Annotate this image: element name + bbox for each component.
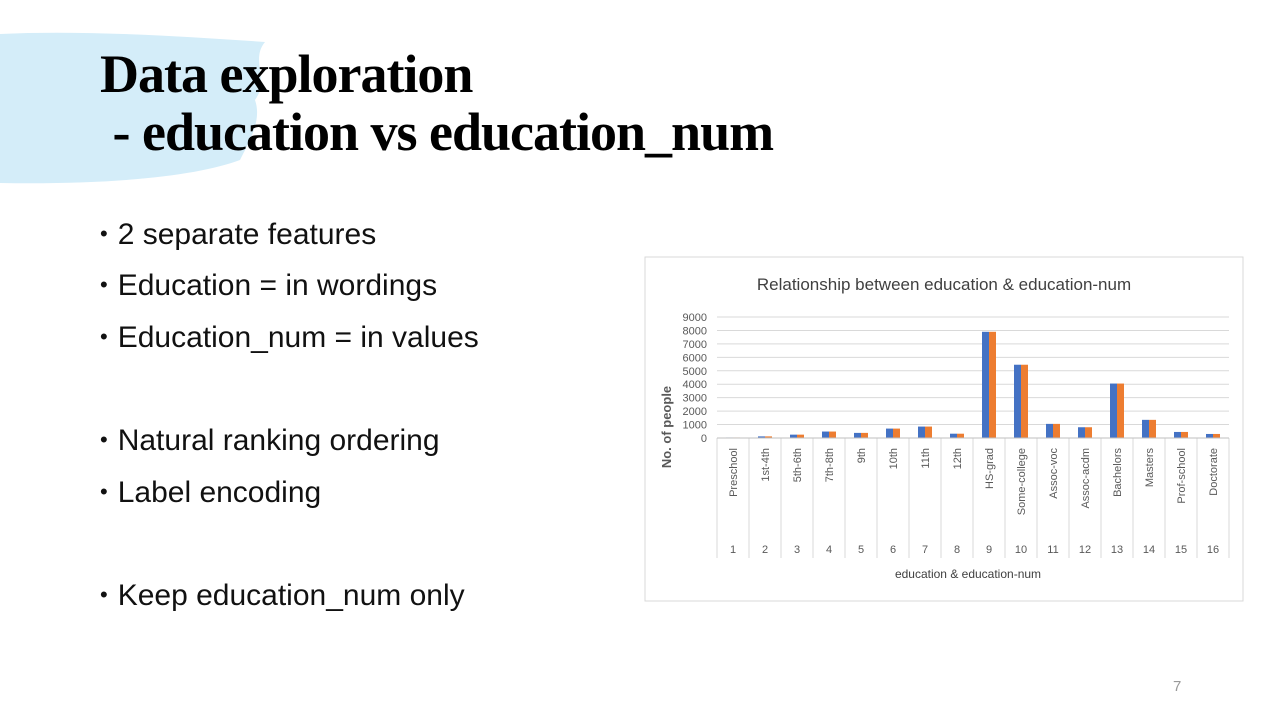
bar	[918, 426, 925, 438]
y-tick-label: 8000	[683, 325, 707, 337]
x-tick-number: 6	[890, 544, 896, 556]
bar	[893, 428, 900, 438]
bar	[829, 431, 836, 438]
bar	[822, 431, 829, 438]
y-axis-label: No. of people	[659, 386, 674, 468]
bar	[861, 432, 868, 438]
x-tick-number: 3	[794, 544, 800, 556]
bar	[1085, 427, 1092, 438]
x-axis-label: education & education-num	[895, 567, 1041, 581]
bar	[797, 434, 804, 438]
bar	[765, 436, 772, 438]
bar	[758, 436, 765, 438]
x-tick-label: 1st-4th	[760, 448, 772, 482]
x-tick-number: 11	[1047, 544, 1058, 556]
bullet: Education_num = in values	[100, 321, 479, 355]
bar	[886, 428, 893, 438]
x-tick-label: Preschool	[728, 448, 740, 497]
x-tick-number: 7	[922, 544, 928, 556]
y-tick-label: 5000	[683, 366, 707, 378]
x-tick-label: 12th	[952, 448, 964, 469]
x-tick-label: Assoc-acdm	[1080, 448, 1092, 509]
x-tick-number: 10	[1015, 544, 1027, 556]
x-tick-number: 5	[858, 544, 864, 556]
y-tick-label: 0	[701, 433, 707, 445]
bar	[950, 433, 957, 438]
bullet: Keep education_num only	[100, 579, 465, 613]
bar	[1053, 423, 1060, 438]
bar	[1110, 383, 1117, 438]
chart: Relationship between education & educati…	[659, 275, 1230, 581]
brush-shape	[0, 32, 265, 184]
y-tick-label: 3000	[683, 393, 707, 405]
x-tick-number: 4	[826, 544, 832, 556]
x-tick-label: Masters	[1144, 448, 1156, 488]
bar	[989, 331, 996, 438]
bar	[1181, 431, 1188, 438]
bar	[1142, 419, 1149, 438]
x-tick-label: HS-grad	[984, 448, 996, 489]
x-tick-number: 13	[1111, 544, 1123, 556]
y-tick-label: 2000	[683, 406, 707, 418]
x-tick-label: 9th	[856, 448, 868, 463]
bullet: 2 separate features	[100, 218, 377, 252]
x-tick-number: 12	[1079, 544, 1091, 556]
x-tick-label: Prof-school	[1176, 448, 1188, 504]
title-line: Data exploration	[100, 44, 473, 104]
x-tick-label: 11th	[920, 448, 932, 469]
x-tick-label: Doctorate	[1208, 448, 1220, 496]
bullet: Natural ranking ordering	[100, 424, 440, 458]
x-tick-number: 2	[762, 544, 768, 556]
x-tick-label: Some-college	[1016, 448, 1028, 515]
page-number: 7	[1173, 678, 1182, 695]
bar	[790, 434, 797, 438]
x-tick-number: 9	[986, 544, 992, 556]
bar	[1014, 364, 1021, 438]
x-tick-number: 15	[1175, 544, 1187, 556]
bar	[1046, 423, 1053, 438]
bar	[854, 432, 861, 438]
y-tick-label: 9000	[683, 312, 707, 324]
x-tick-label: Assoc-voc	[1048, 448, 1060, 499]
x-tick-label: Bachelors	[1112, 448, 1124, 497]
bullet: Label encoding	[100, 476, 322, 510]
y-tick-label: 1000	[683, 420, 707, 432]
bar	[1213, 433, 1220, 438]
x-tick-number: 14	[1143, 544, 1155, 556]
bar	[1149, 419, 1156, 438]
x-tick-label: 7th-8th	[824, 448, 836, 482]
bar	[1206, 433, 1213, 438]
x-tick-number: 8	[954, 544, 960, 556]
y-tick-label: 7000	[683, 339, 707, 351]
bullet: Education = in wordings	[100, 269, 437, 303]
bar	[1021, 364, 1028, 438]
bar	[957, 433, 964, 438]
x-tick-number: 1	[730, 544, 736, 556]
y-tick-label: 4000	[683, 379, 707, 391]
x-tick-label: 10th	[888, 448, 900, 469]
y-tick-label: 6000	[683, 352, 707, 364]
bar	[1174, 431, 1181, 438]
bar	[1117, 383, 1124, 438]
x-tick-number: 16	[1207, 544, 1219, 556]
bar	[982, 331, 989, 438]
chart-title: Relationship between education & educati…	[757, 275, 1131, 294]
bar	[925, 426, 932, 438]
slide-title: Data exploration - education vs educatio…	[100, 44, 775, 162]
x-tick-label: 5th-6th	[792, 448, 804, 482]
title-line: - education vs education_num	[100, 102, 775, 162]
bar	[1078, 427, 1085, 438]
